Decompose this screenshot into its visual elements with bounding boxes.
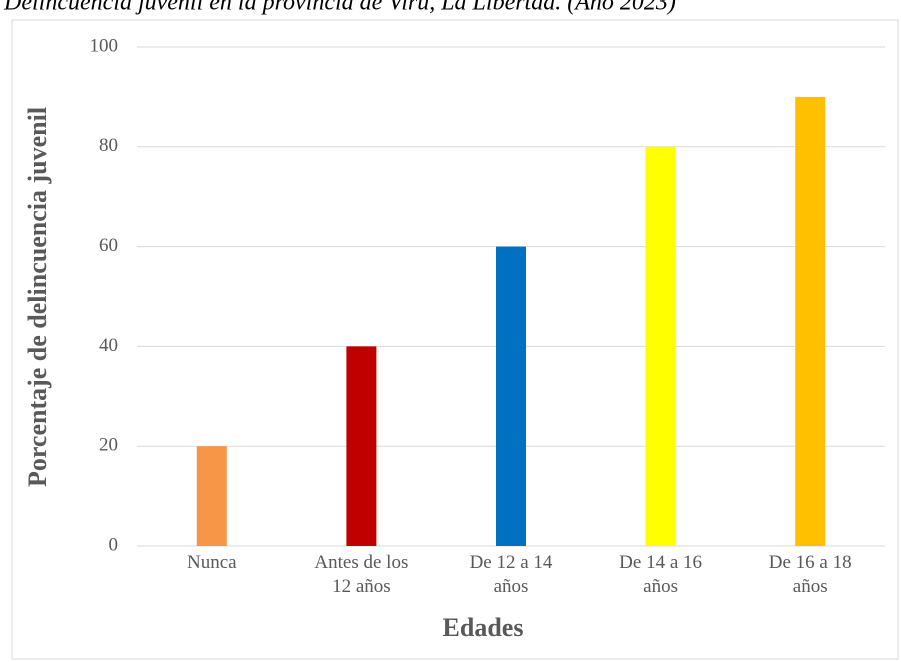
y-tick-label: 60	[99, 235, 118, 256]
chart-frame	[11, 19, 899, 660]
x-tick-label-box: De 16 a 18 años	[768, 552, 852, 597]
y-tick-label: 40	[99, 335, 118, 356]
x-tick-label-box: De 14 a 16 años	[619, 552, 703, 597]
bar	[346, 346, 377, 546]
x-tick-label: Nunca	[187, 552, 237, 573]
bar	[496, 246, 526, 546]
x-tick-label-box: Antes de los 12 años	[314, 552, 409, 597]
x-axis-label: Edades	[443, 613, 524, 642]
x-tick-label-box: De 12 a 14 años	[469, 552, 553, 597]
x-tick-label-box: Nunca	[187, 552, 237, 573]
x-tick-label: Antes de los 12 años	[314, 552, 409, 597]
y-tick-label: 100	[90, 35, 119, 56]
y-tick-label: 20	[99, 435, 118, 456]
x-tick-label: De 16 a 18 años	[768, 552, 852, 597]
bar	[196, 446, 227, 546]
bar	[795, 96, 826, 547]
y-tick-label: 0	[109, 534, 119, 555]
y-tick-label: 80	[99, 135, 118, 156]
x-tick-label: De 14 a 16 años	[619, 552, 703, 597]
bar	[645, 146, 676, 547]
x-tick-label: De 12 a 14 años	[469, 552, 553, 597]
y-axis-label: Porcentaje de delincuencia juvenil	[23, 107, 52, 487]
chart-title: Delincuencia juvenil en la provincia de …	[3, 0, 676, 16]
